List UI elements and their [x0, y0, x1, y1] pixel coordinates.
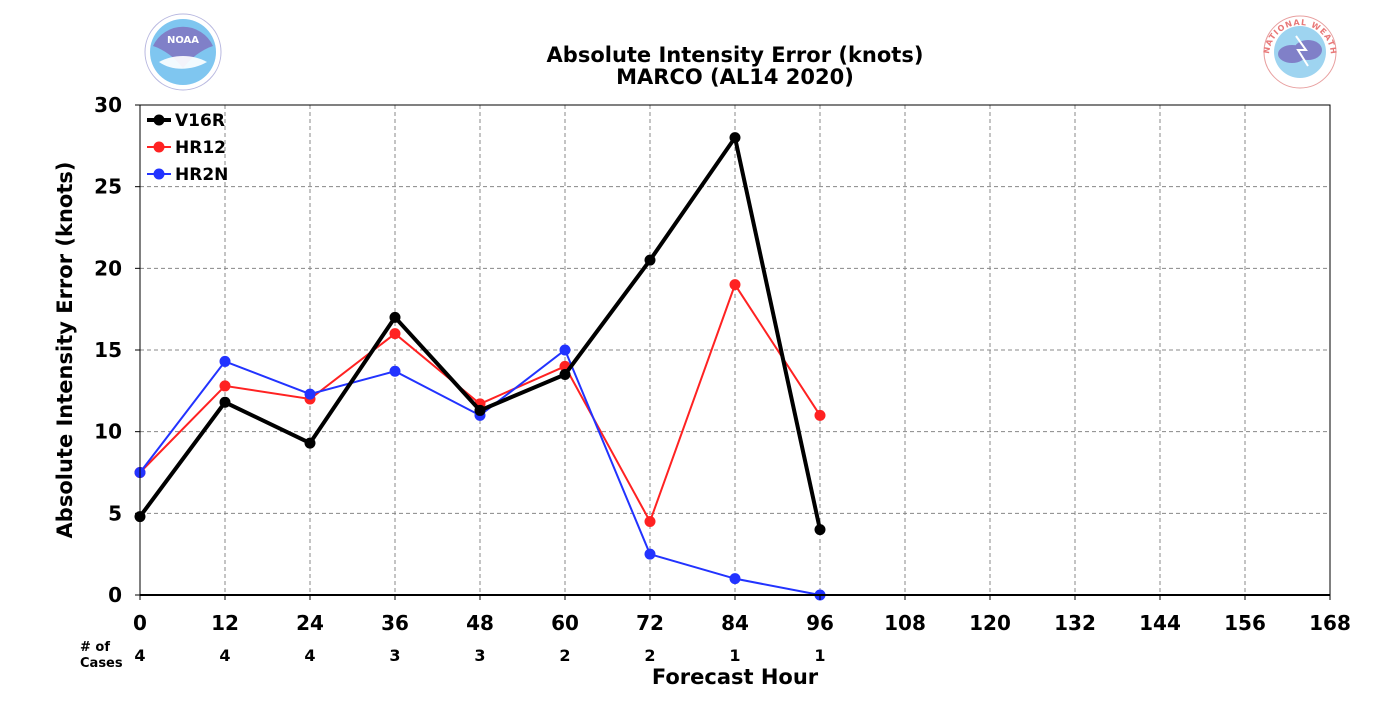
data-point-hr2n — [644, 548, 656, 560]
data-point-v16r — [559, 369, 571, 380]
y-axis-label: Absolute Intensity Error (knots) — [53, 162, 77, 539]
data-point-hr2n — [389, 365, 401, 377]
data-point-hr2n — [304, 388, 316, 400]
x-axis-label: Forecast Hour — [652, 665, 819, 689]
y-tick-label: 5 — [108, 501, 122, 525]
x-tick-label: 108 — [884, 611, 926, 635]
x-tick-label: 48 — [466, 611, 494, 635]
x-tick-label: 24 — [296, 611, 324, 635]
data-point-hr12 — [644, 516, 656, 527]
case-count: 4 — [134, 646, 145, 665]
case-count: 2 — [559, 646, 570, 665]
x-tick-label: 72 — [636, 611, 664, 635]
data-point-v16r — [644, 254, 656, 266]
y-tick-label: 0 — [108, 583, 122, 607]
x-tick-label: 60 — [551, 611, 579, 635]
legend-swatch-marker — [153, 141, 165, 153]
cases-row-label: # of — [80, 640, 110, 655]
data-point-v16r — [304, 437, 316, 449]
data-point-v16r — [219, 396, 231, 408]
series-layer — [134, 132, 826, 601]
y-tick-label: 20 — [94, 256, 122, 280]
x-tick-label: 12 — [211, 611, 239, 635]
x-tick-label: 36 — [381, 611, 409, 635]
case-count: 2 — [644, 646, 655, 665]
noaa-logo-text: NOAA — [167, 35, 199, 46]
data-point-hr12 — [219, 380, 231, 392]
x-tick-label: 120 — [969, 611, 1011, 635]
x-tick-label: 84 — [721, 611, 749, 635]
data-point-hr12 — [729, 279, 741, 291]
legend-label: V16R — [175, 111, 225, 131]
y-tick-label: 25 — [94, 175, 122, 199]
data-point-v16r — [814, 524, 826, 536]
chart-subtitle: MARCO (AL14 2020) — [616, 65, 854, 89]
axes: 0 12 24 36 48 60 72 84 96 108 120 132 144 156 168 0 5 10 1… — [94, 93, 1351, 635]
legend-label: HR2N — [175, 165, 228, 185]
legend-label: HR12 — [175, 138, 226, 158]
grid — [140, 105, 1330, 595]
nws-logo-icon: NATIONAL WEATHER SERVICE — [1262, 15, 1337, 89]
data-point-hr2n — [219, 355, 231, 367]
x-tick-label: 96 — [806, 611, 834, 635]
case-count: 1 — [814, 646, 825, 665]
case-count: 3 — [389, 646, 400, 665]
legend-swatch-marker — [153, 114, 165, 126]
data-point-v16r — [389, 311, 401, 323]
legend: V16R HR12 HR2N — [147, 111, 228, 185]
data-point-v16r — [474, 404, 486, 416]
x-tick-label: 168 — [1309, 611, 1351, 635]
chart-title: Absolute Intensity Error (knots) — [547, 43, 924, 67]
data-point-hr12 — [814, 409, 826, 421]
cases-row-label: Cases — [80, 656, 123, 671]
x-tick-label: 132 — [1054, 611, 1096, 635]
case-count: 3 — [474, 646, 485, 665]
data-point-hr12 — [389, 328, 401, 340]
noaa-logo-icon: NOAA — [144, 13, 222, 91]
case-count: 4 — [304, 646, 315, 665]
x-tick-label: 144 — [1139, 611, 1181, 635]
x-tick-label: 156 — [1224, 611, 1266, 635]
y-tick-label: 10 — [94, 420, 122, 444]
legend-swatch-marker — [153, 168, 165, 180]
x-tick-label: 0 — [133, 611, 147, 635]
y-tick-label: 30 — [94, 93, 122, 117]
series-v16r — [134, 132, 826, 536]
case-count: 4 — [219, 646, 230, 665]
y-tick-label: 15 — [94, 338, 122, 362]
case-count: 1 — [729, 646, 740, 665]
data-point-hr2n — [559, 344, 571, 356]
data-point-v16r — [729, 132, 741, 144]
data-point-hr2n — [729, 573, 741, 585]
